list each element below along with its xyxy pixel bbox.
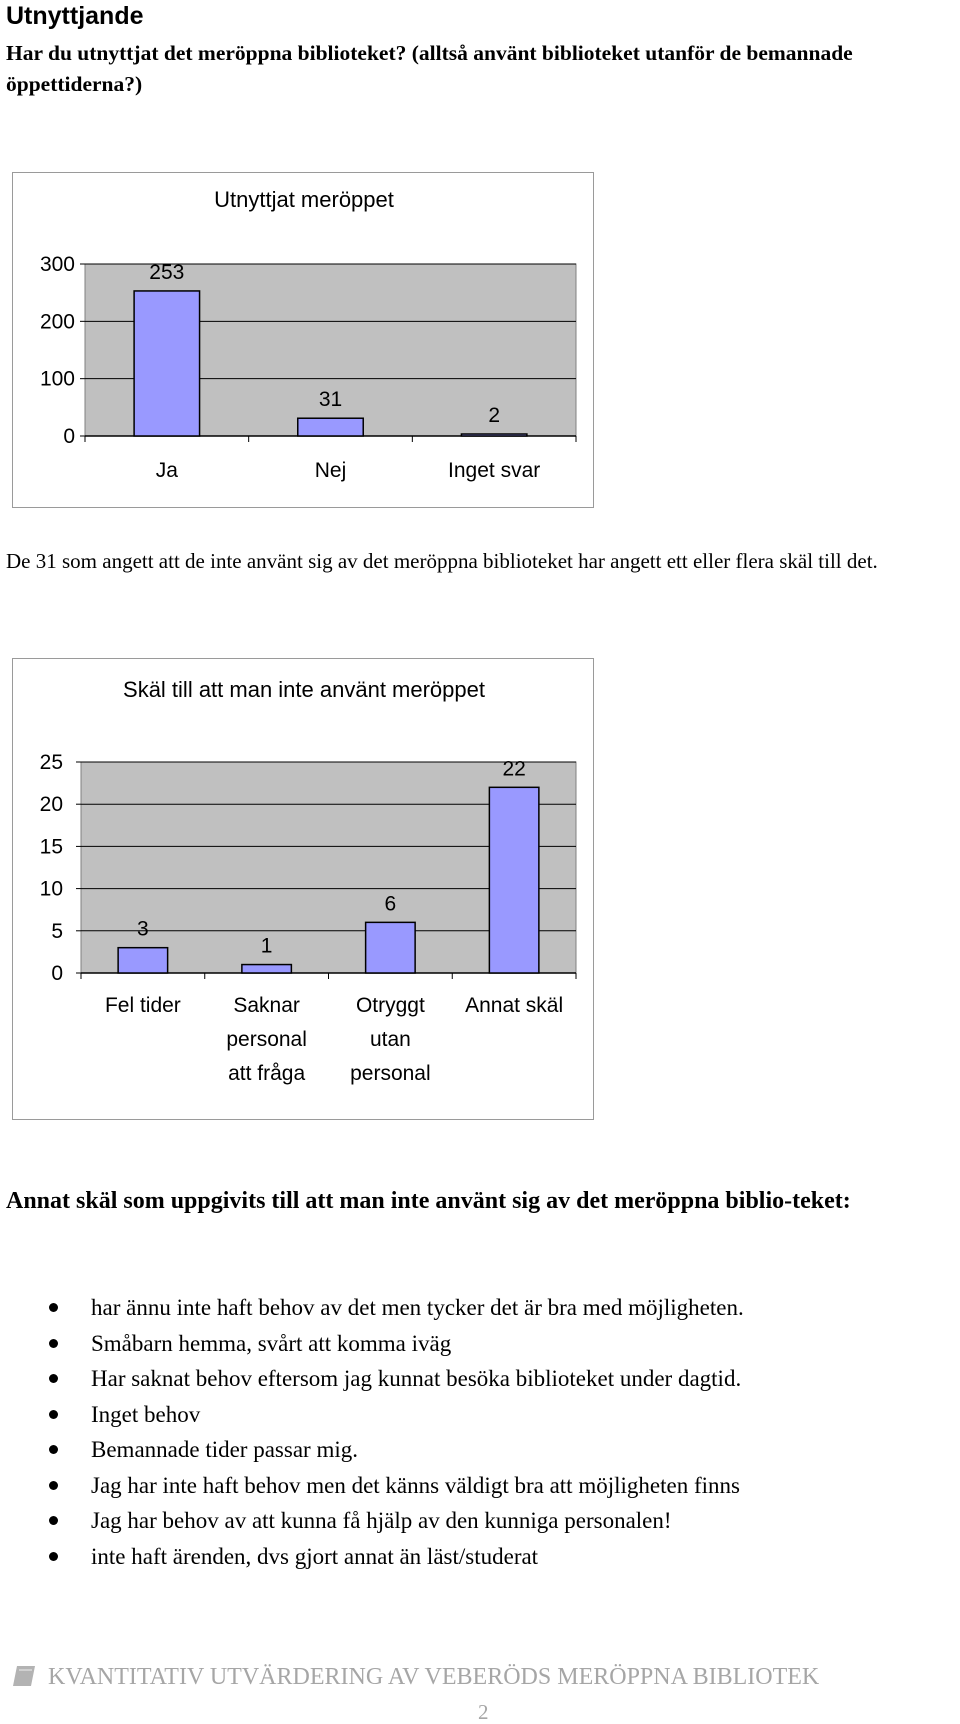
chart-usage-svg: Utnyttjat meröppet 300 200 100 0 253 Ja 31 Nej 2 I… (40, 187, 577, 482)
bar (117, 946, 169, 974)
y-tick-label: 100 (40, 368, 75, 391)
y-tick-label: 0 (51, 962, 63, 985)
chart-reasons-svg: Skäl till att man inte använt meröppet 25… (40, 677, 577, 1085)
list-item: Har saknat behov eftersom jag kunnat bes… (0, 1361, 960, 1397)
list-item: Jag har inte haft behov men det känns vä… (0, 1468, 960, 1504)
category-label: att fråga (228, 1062, 305, 1085)
bullet-icon (49, 1374, 58, 1383)
chart-reasons: Skäl till att man inte använt meröppet 25… (12, 658, 594, 1120)
book-icon (13, 1666, 35, 1686)
list-item-text: har ännu inte haft behov av det men tyck… (91, 1295, 744, 1320)
chart-usage: Utnyttjat meröppet 300 200 100 0 253 Ja 31 Nej 2 I… (12, 172, 594, 508)
bar (460, 433, 528, 437)
category-label: utan (370, 1028, 411, 1051)
y-tick-label: 200 (40, 310, 75, 333)
list-item-text: Småbarn hemma, svårt att komma iväg (91, 1330, 452, 1356)
data-label: 253 (149, 261, 184, 284)
category-label: Nej (315, 459, 347, 482)
category-label: Inget svar (448, 459, 540, 482)
category-label: Annat skäl (465, 994, 563, 1017)
category-label: Otryggt (356, 994, 425, 1017)
bullet-icon (49, 1551, 58, 1561)
list-item: har ännu inte haft behov av det men tyck… (0, 1290, 960, 1326)
y-tick-label: 20 (40, 793, 63, 816)
category-label: Ja (156, 459, 179, 482)
list-item-text: Inget behov (91, 1401, 201, 1427)
data-label: 2 (488, 404, 500, 427)
y-tick-label: 5 (51, 920, 63, 943)
bullet-icon (49, 1409, 58, 1419)
list-item: Inget behov (0, 1397, 960, 1433)
chart-title: Utnyttjat meröppet (214, 187, 394, 212)
data-label: 6 (385, 892, 397, 915)
bar (297, 417, 364, 437)
subheading: Annat skäl som uppgivits till att man in… (6, 1188, 851, 1214)
data-label: 3 (137, 918, 149, 941)
y-tick-label: 25 (40, 751, 63, 774)
bar (241, 963, 293, 974)
survey-question: Har du utnyttjat det meröppna biblioteke… (6, 41, 853, 96)
data-label: 31 (319, 388, 342, 411)
category-label: personal (350, 1062, 431, 1085)
footer-title: KVANTITATIV UTVÄRDERING AV VEBERÖDS MERÖ… (48, 1664, 820, 1690)
category-label: Fel tider (105, 994, 181, 1017)
list-item-text: Bemannade tider passar mig. (91, 1437, 358, 1462)
bullet-icon (49, 1445, 58, 1454)
list-item: inte haft ärenden, dvs gjort annat än lä… (0, 1539, 960, 1575)
list-item-text: Jag har behov av att kunna få hjälp av d… (91, 1508, 672, 1533)
list-item-text: Har saknat behov eftersom jag kunnat bes… (91, 1366, 742, 1391)
bar (133, 290, 201, 437)
bullet-icon (49, 1303, 58, 1312)
bullet-icon (49, 1516, 58, 1525)
bullet-icon (49, 1480, 58, 1490)
category-label: personal (226, 1028, 307, 1051)
y-tick-label: 0 (63, 425, 75, 448)
y-tick-label: 10 (40, 878, 63, 901)
reasons-list: har ännu inte haft behov av det men tyck… (0, 1290, 960, 1574)
list-item-text: Jag har inte haft behov men det känns vä… (91, 1472, 740, 1498)
page-number: 2 (478, 1700, 489, 1724)
data-label: 1 (261, 935, 273, 958)
bar (488, 786, 540, 974)
y-tick-label: 300 (40, 253, 75, 276)
data-label: 22 (502, 757, 525, 780)
body-paragraph: De 31 som angett att de inte använt sig … (6, 549, 878, 573)
list-item: Småbarn hemma, svårt att komma iväg (0, 1326, 960, 1362)
list-item-text: inte haft ärenden, dvs gjort annat än lä… (91, 1543, 539, 1569)
chart-title: Skäl till att man inte använt meröppet (123, 677, 485, 702)
bullet-icon (49, 1338, 58, 1348)
list-item: Jag har behov av att kunna få hjälp av d… (0, 1503, 960, 1539)
list-item: Bemannade tider passar mig. (0, 1432, 960, 1468)
y-tick-label: 15 (40, 835, 63, 858)
bar (364, 921, 416, 974)
section-title: Utnyttjande (6, 2, 144, 30)
category-label: Saknar (233, 994, 300, 1017)
